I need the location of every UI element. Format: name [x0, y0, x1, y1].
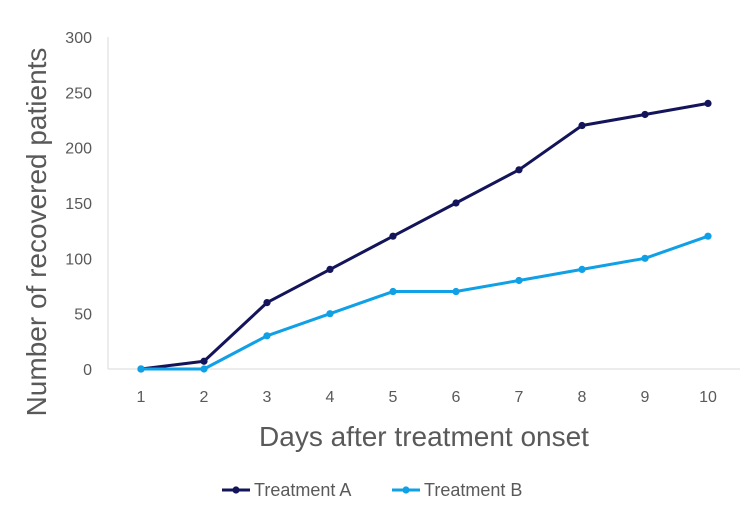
series-line — [139, 234, 710, 371]
y-tick-label: 200 — [65, 141, 92, 158]
x-tick-label: 6 — [452, 389, 461, 406]
data-point — [641, 254, 649, 262]
legend-label: Treatment B — [424, 480, 522, 500]
x-tick-label: 2 — [200, 389, 209, 406]
y-tick-label: 0 — [83, 362, 92, 379]
y-axis-title: Number of recovered patients — [21, 48, 52, 417]
legend-item: Treatment B — [392, 480, 522, 500]
data-point — [200, 357, 208, 365]
data-point — [389, 287, 397, 296]
data-point — [137, 365, 145, 373]
y-tick-label: 250 — [65, 85, 92, 102]
series-layer — [137, 99, 712, 373]
legend-swatch-marker — [232, 486, 240, 494]
y-tick-label: 100 — [65, 251, 92, 268]
legend: Treatment A Treatment B — [222, 480, 522, 500]
data-point — [704, 232, 712, 240]
legend-item: Treatment A — [222, 480, 351, 500]
data-point — [515, 166, 523, 174]
y-axis-tick-labels: 0 50 100 150 200 250 300 — [65, 30, 92, 379]
data-point — [704, 99, 712, 107]
x-tick-label: 8 — [578, 389, 587, 406]
x-tick-label: 10 — [699, 389, 717, 406]
data-point — [641, 110, 649, 119]
x-tick-label: 1 — [137, 389, 146, 406]
data-point — [200, 365, 208, 373]
x-axis-title: Days after treatment onset — [259, 421, 589, 452]
data-point — [326, 310, 334, 318]
legend-swatch-marker — [402, 486, 410, 494]
series-line — [139, 101, 710, 371]
y-tick-label: 50 — [74, 307, 92, 324]
data-point — [515, 276, 523, 285]
data-point — [263, 332, 271, 340]
x-tick-label: 5 — [389, 389, 398, 406]
legend-label: Treatment A — [254, 480, 351, 500]
x-tick-label: 3 — [263, 389, 272, 406]
data-point — [263, 299, 271, 307]
data-point — [389, 232, 397, 240]
data-point — [452, 199, 460, 207]
data-point — [578, 121, 586, 130]
y-tick-label: 300 — [65, 30, 92, 47]
y-tick-label: 150 — [65, 196, 92, 213]
series-1 — [137, 99, 712, 373]
data-point — [326, 265, 334, 273]
x-tick-label: 9 — [641, 389, 650, 406]
data-point — [452, 287, 460, 296]
data-point — [578, 265, 586, 273]
series-2 — [137, 232, 712, 373]
x-axis-tick-labels: 1 2 3 4 5 6 7 8 9 10 — [137, 389, 717, 406]
x-tick-label: 7 — [515, 389, 524, 406]
x-tick-label: 4 — [326, 389, 335, 406]
